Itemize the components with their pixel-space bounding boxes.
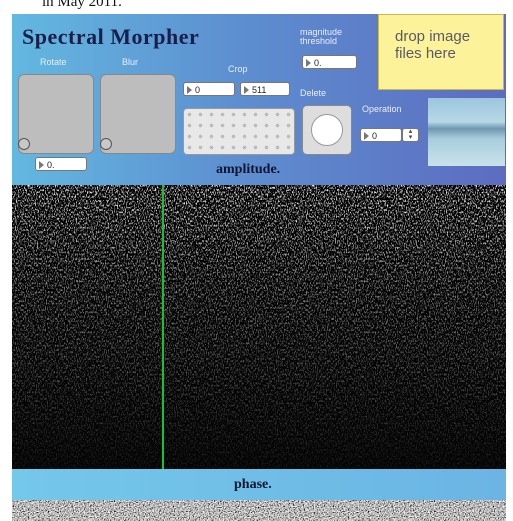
- crop-matrix[interactable]: [183, 108, 295, 155]
- drop-zone[interactable]: drop image files here: [378, 14, 504, 90]
- blur-knob[interactable]: [100, 138, 112, 150]
- rotate-pad[interactable]: [18, 74, 94, 154]
- blur-pad[interactable]: [100, 74, 176, 154]
- spectrogram-speckle: [12, 185, 506, 469]
- operation-number[interactable]: 0: [360, 128, 402, 142]
- blur-label: Blur: [122, 57, 139, 67]
- crop-start[interactable]: 0: [183, 82, 235, 96]
- rotate-label: Rotate: [40, 57, 67, 67]
- operation-label: Operation: [362, 104, 402, 114]
- operation-spinner[interactable]: ▴ ▾: [402, 128, 419, 142]
- app-title: Spectral Morpher: [22, 24, 200, 49]
- delete-label: Delete: [300, 88, 327, 98]
- crop-end[interactable]: 511: [240, 82, 290, 96]
- delete-button[interactable]: [302, 105, 352, 155]
- crop-label: Crop: [228, 64, 248, 74]
- image-thumbnail: [428, 98, 505, 166]
- amplitude-spectrogram: [12, 185, 506, 469]
- threshold-label: magnitude threshold: [300, 28, 342, 46]
- phase-noise: [12, 500, 506, 521]
- phase-spectrogram: [12, 500, 506, 521]
- threshold-label-line: threshold: [300, 36, 338, 46]
- amplitude-label: amplitude.: [216, 162, 281, 177]
- threshold-label-line: magnitude: [300, 27, 343, 37]
- rotate-number[interactable]: 0.: [35, 157, 87, 171]
- rotate-knob[interactable]: [18, 138, 30, 150]
- phase-label: phase.: [234, 477, 272, 492]
- caption: in May 2011.: [42, 0, 122, 10]
- threshold-number[interactable]: 0.: [302, 55, 357, 69]
- delete-button-face: [311, 114, 343, 146]
- phase-strip: [12, 469, 506, 500]
